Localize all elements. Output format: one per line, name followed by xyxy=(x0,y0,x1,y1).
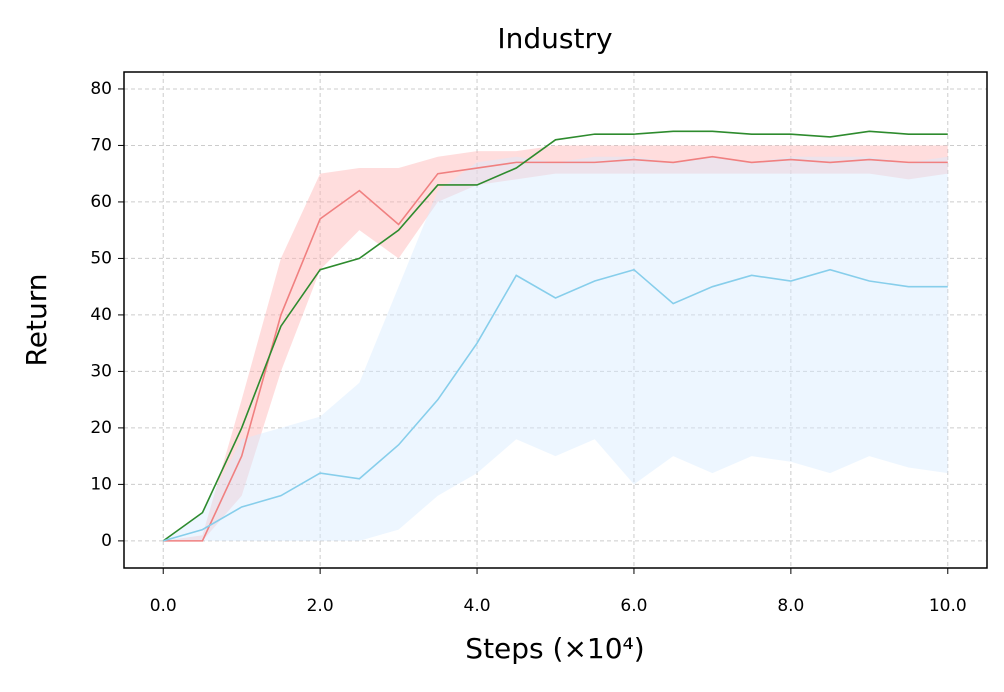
y-tick-label: 40 xyxy=(90,305,112,325)
y-tick-label: 10 xyxy=(90,474,112,494)
y-tick-label: 0 xyxy=(101,531,112,551)
y-tick-label: 30 xyxy=(90,361,112,381)
x-axis-label: Steps (×10⁴) xyxy=(465,632,644,665)
y-tick-label: 60 xyxy=(90,192,112,212)
y-tick-label: 20 xyxy=(90,418,112,438)
line xyxy=(163,268,948,542)
y-tick-label: 70 xyxy=(90,135,112,155)
axes-frame xyxy=(123,71,988,569)
plot-area: 0 10 20 30 40 50 60 70 80 0.0 2.0 4.0 6.0 8.0 10.0 xyxy=(90,72,987,616)
line xyxy=(163,155,948,542)
line xyxy=(162,130,948,542)
y-tick-label: 50 xyxy=(90,248,112,268)
x-tick-label: 10.0 xyxy=(929,596,967,616)
x-tick-label: 2.0 xyxy=(307,596,334,616)
error-band xyxy=(163,156,948,541)
y-tick-label: 80 xyxy=(90,79,112,99)
x-tick-label: 4.0 xyxy=(464,596,491,616)
y-axis-label: Return xyxy=(20,274,53,367)
x-tick-label: 0.0 xyxy=(150,596,177,616)
chart-title: Industry xyxy=(497,22,612,55)
x-tick-label: 8.0 xyxy=(777,596,804,616)
x-tick-label: 6.0 xyxy=(620,596,647,616)
